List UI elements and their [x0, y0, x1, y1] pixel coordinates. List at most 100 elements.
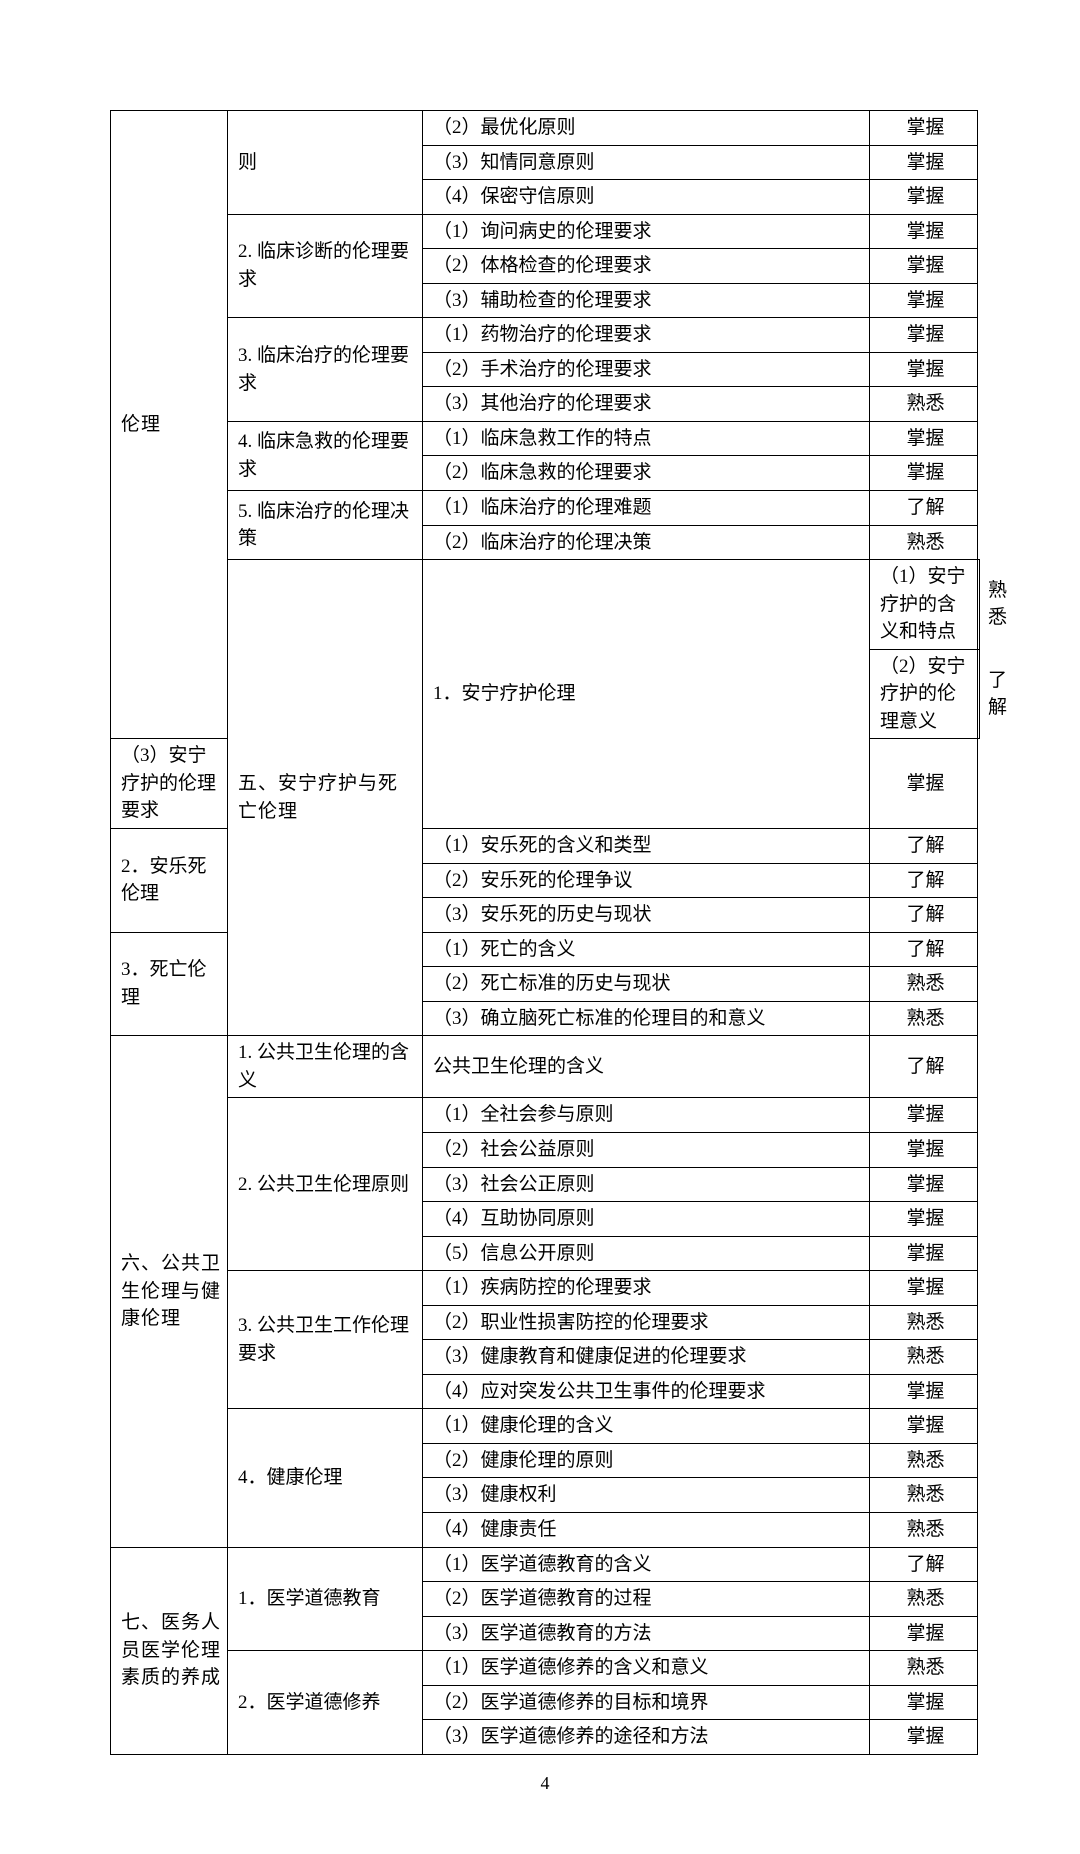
level-cell: 了解: [978, 649, 980, 739]
item-cell: （4）互助协同原则: [423, 1202, 870, 1237]
item-cell: （3）社会公正原则: [423, 1167, 870, 1202]
table-row: 2. 临床诊断的伦理要求（1）询问病史的伦理要求掌握: [111, 214, 980, 249]
level-cell: 掌握: [870, 456, 978, 491]
level-cell: 掌握: [870, 145, 978, 180]
table-row: 2．医学道德修养（1）医学道德修养的含义和意义熟悉: [111, 1651, 980, 1686]
table-row: 3. 临床治疗的伦理要求（1）药物治疗的伦理要求掌握: [111, 318, 980, 353]
subsection-cell: 2. 公共卫生伦理原则: [228, 1098, 423, 1271]
subsection-cell: 2. 临床诊断的伦理要求: [228, 214, 423, 318]
level-cell: 熟悉: [870, 1305, 978, 1340]
subsection-cell: 1．医学道德教育: [228, 1547, 423, 1651]
item-cell: （1）医学道德教育的含义: [423, 1547, 870, 1582]
level-cell: 掌握: [870, 1271, 978, 1306]
level-cell: 熟悉: [870, 1443, 978, 1478]
item-cell: （1）健康伦理的含义: [423, 1409, 870, 1444]
level-cell: 熟悉: [870, 1340, 978, 1375]
item-cell: （4）保密守信原则: [423, 180, 870, 215]
subsection-cell: 1．安宁疗护伦理: [423, 560, 870, 829]
table-row: 六、公共卫生伦理与健康伦理1. 公共卫生伦理的含义公共卫生伦理的含义了解: [111, 1036, 980, 1098]
table-row: 5. 临床治疗的伦理决策（1）临床治疗的伦理难题了解: [111, 491, 980, 526]
item-cell: （1）医学道德修养的含义和意义: [423, 1651, 870, 1686]
item-cell: （2）手术治疗的伦理要求: [423, 352, 870, 387]
level-cell: 熟悉: [870, 387, 978, 422]
item-cell: （1）安乐死的含义和类型: [423, 829, 870, 864]
level-cell: 掌握: [870, 1720, 978, 1755]
level-cell: 熟悉: [870, 1001, 978, 1036]
section-cell: 七、医务人员医学伦理素质的养成: [111, 1547, 228, 1754]
item-cell: （3）安乐死的历史与现状: [423, 898, 870, 933]
level-cell: 掌握: [870, 1236, 978, 1271]
item-cell: （2）医学道德修养的目标和境界: [423, 1685, 870, 1720]
item-cell: （4）应对突发公共卫生事件的伦理要求: [423, 1374, 870, 1409]
level-cell: 掌握: [870, 283, 978, 318]
item-cell: （2）临床治疗的伦理决策: [423, 525, 870, 560]
subsection-cell: 4. 临床急救的伦理要求: [228, 421, 423, 490]
level-cell: 掌握: [870, 318, 978, 353]
item-cell: （2）医学道德教育的过程: [423, 1582, 870, 1617]
section-cell: 六、公共卫生伦理与健康伦理: [111, 1036, 228, 1547]
item-cell: （2）安宁疗护的伦理意义: [870, 649, 978, 739]
level-cell: 熟悉: [870, 1582, 978, 1617]
item-cell: （1）临床急救工作的特点: [423, 421, 870, 456]
item-cell: （2）临床急救的伦理要求: [423, 456, 870, 491]
item-cell: （3）健康教育和健康促进的伦理要求: [423, 1340, 870, 1375]
subsection-cell: 则: [228, 111, 423, 215]
page-number: 4: [110, 1773, 980, 1794]
subsection-cell: 3．死亡伦理: [111, 932, 228, 1036]
item-cell: （3）医学道德教育的方法: [423, 1616, 870, 1651]
subsection-cell: 2．医学道德修养: [228, 1651, 423, 1755]
item-cell: （1）死亡的含义: [423, 932, 870, 967]
item-cell: （2）最优化原则: [423, 111, 870, 146]
level-cell: 熟悉: [978, 560, 980, 650]
level-cell: 掌握: [870, 1132, 978, 1167]
level-cell: 掌握: [870, 1202, 978, 1237]
table-row: 4．健康伦理（1）健康伦理的含义掌握: [111, 1409, 980, 1444]
item-cell: （1）药物治疗的伦理要求: [423, 318, 870, 353]
table-row: 七、医务人员医学伦理素质的养成1．医学道德教育（1）医学道德教育的含义了解: [111, 1547, 980, 1582]
level-cell: 了解: [870, 932, 978, 967]
subsection-cell: 2．安乐死伦理: [111, 829, 228, 933]
document-page: 伦理则（2）最优化原则掌握（3）知情同意原则掌握（4）保密守信原则掌握2. 临床…: [0, 0, 1080, 1854]
level-cell: 了解: [870, 1036, 978, 1098]
table-row: 3. 公共卫生工作伦理要求（1）疾病防控的伦理要求掌握: [111, 1271, 980, 1306]
level-cell: 了解: [870, 863, 978, 898]
item-cell: （3）安宁疗护的伦理要求: [111, 739, 228, 829]
subsection-cell: 3. 临床治疗的伦理要求: [228, 318, 423, 422]
table-row: 五、安宁疗护与死亡伦理1．安宁疗护伦理（1）安宁疗护的含义和特点熟悉: [111, 560, 980, 650]
subsection-cell: 1. 公共卫生伦理的含义: [228, 1036, 423, 1098]
level-cell: 掌握: [870, 1167, 978, 1202]
level-cell: 掌握: [870, 421, 978, 456]
section-cell: 伦理: [111, 111, 228, 739]
item-cell: （2）职业性损害防控的伦理要求: [423, 1305, 870, 1340]
item-cell: （1）安宁疗护的含义和特点: [870, 560, 978, 650]
table-row: 伦理则（2）最优化原则掌握: [111, 111, 980, 146]
item-cell: （2）安乐死的伦理争议: [423, 863, 870, 898]
subsection-cell: 5. 临床治疗的伦理决策: [228, 491, 423, 560]
level-cell: 掌握: [870, 1374, 978, 1409]
level-cell: 熟悉: [870, 1512, 978, 1547]
item-cell: （3）健康权利: [423, 1478, 870, 1513]
level-cell: 掌握: [870, 1098, 978, 1133]
item-cell: （1）疾病防控的伦理要求: [423, 1271, 870, 1306]
item-cell: （5）信息公开原则: [423, 1236, 870, 1271]
item-cell: （2）死亡标准的历史与现状: [423, 967, 870, 1002]
level-cell: 掌握: [870, 352, 978, 387]
section-cell: 五、安宁疗护与死亡伦理: [228, 560, 423, 1036]
level-cell: 了解: [870, 898, 978, 933]
item-cell: （3）医学道德修养的途径和方法: [423, 1720, 870, 1755]
level-cell: 掌握: [870, 739, 978, 829]
table-row: 4. 临床急救的伦理要求（1）临床急救工作的特点掌握: [111, 421, 980, 456]
item-cell: （4）健康责任: [423, 1512, 870, 1547]
level-cell: 熟悉: [870, 967, 978, 1002]
item-cell: （1）临床治疗的伦理难题: [423, 491, 870, 526]
level-cell: 掌握: [870, 1685, 978, 1720]
syllabus-table: 伦理则（2）最优化原则掌握（3）知情同意原则掌握（4）保密守信原则掌握2. 临床…: [110, 110, 980, 1755]
level-cell: 掌握: [870, 214, 978, 249]
item-cell: （1）全社会参与原则: [423, 1098, 870, 1133]
level-cell: 掌握: [870, 249, 978, 284]
item-cell: （3）辅助检查的伦理要求: [423, 283, 870, 318]
level-cell: 熟悉: [870, 1478, 978, 1513]
item-cell: （2）健康伦理的原则: [423, 1443, 870, 1478]
subsection-cell: 4．健康伦理: [228, 1409, 423, 1547]
level-cell: 掌握: [870, 1409, 978, 1444]
